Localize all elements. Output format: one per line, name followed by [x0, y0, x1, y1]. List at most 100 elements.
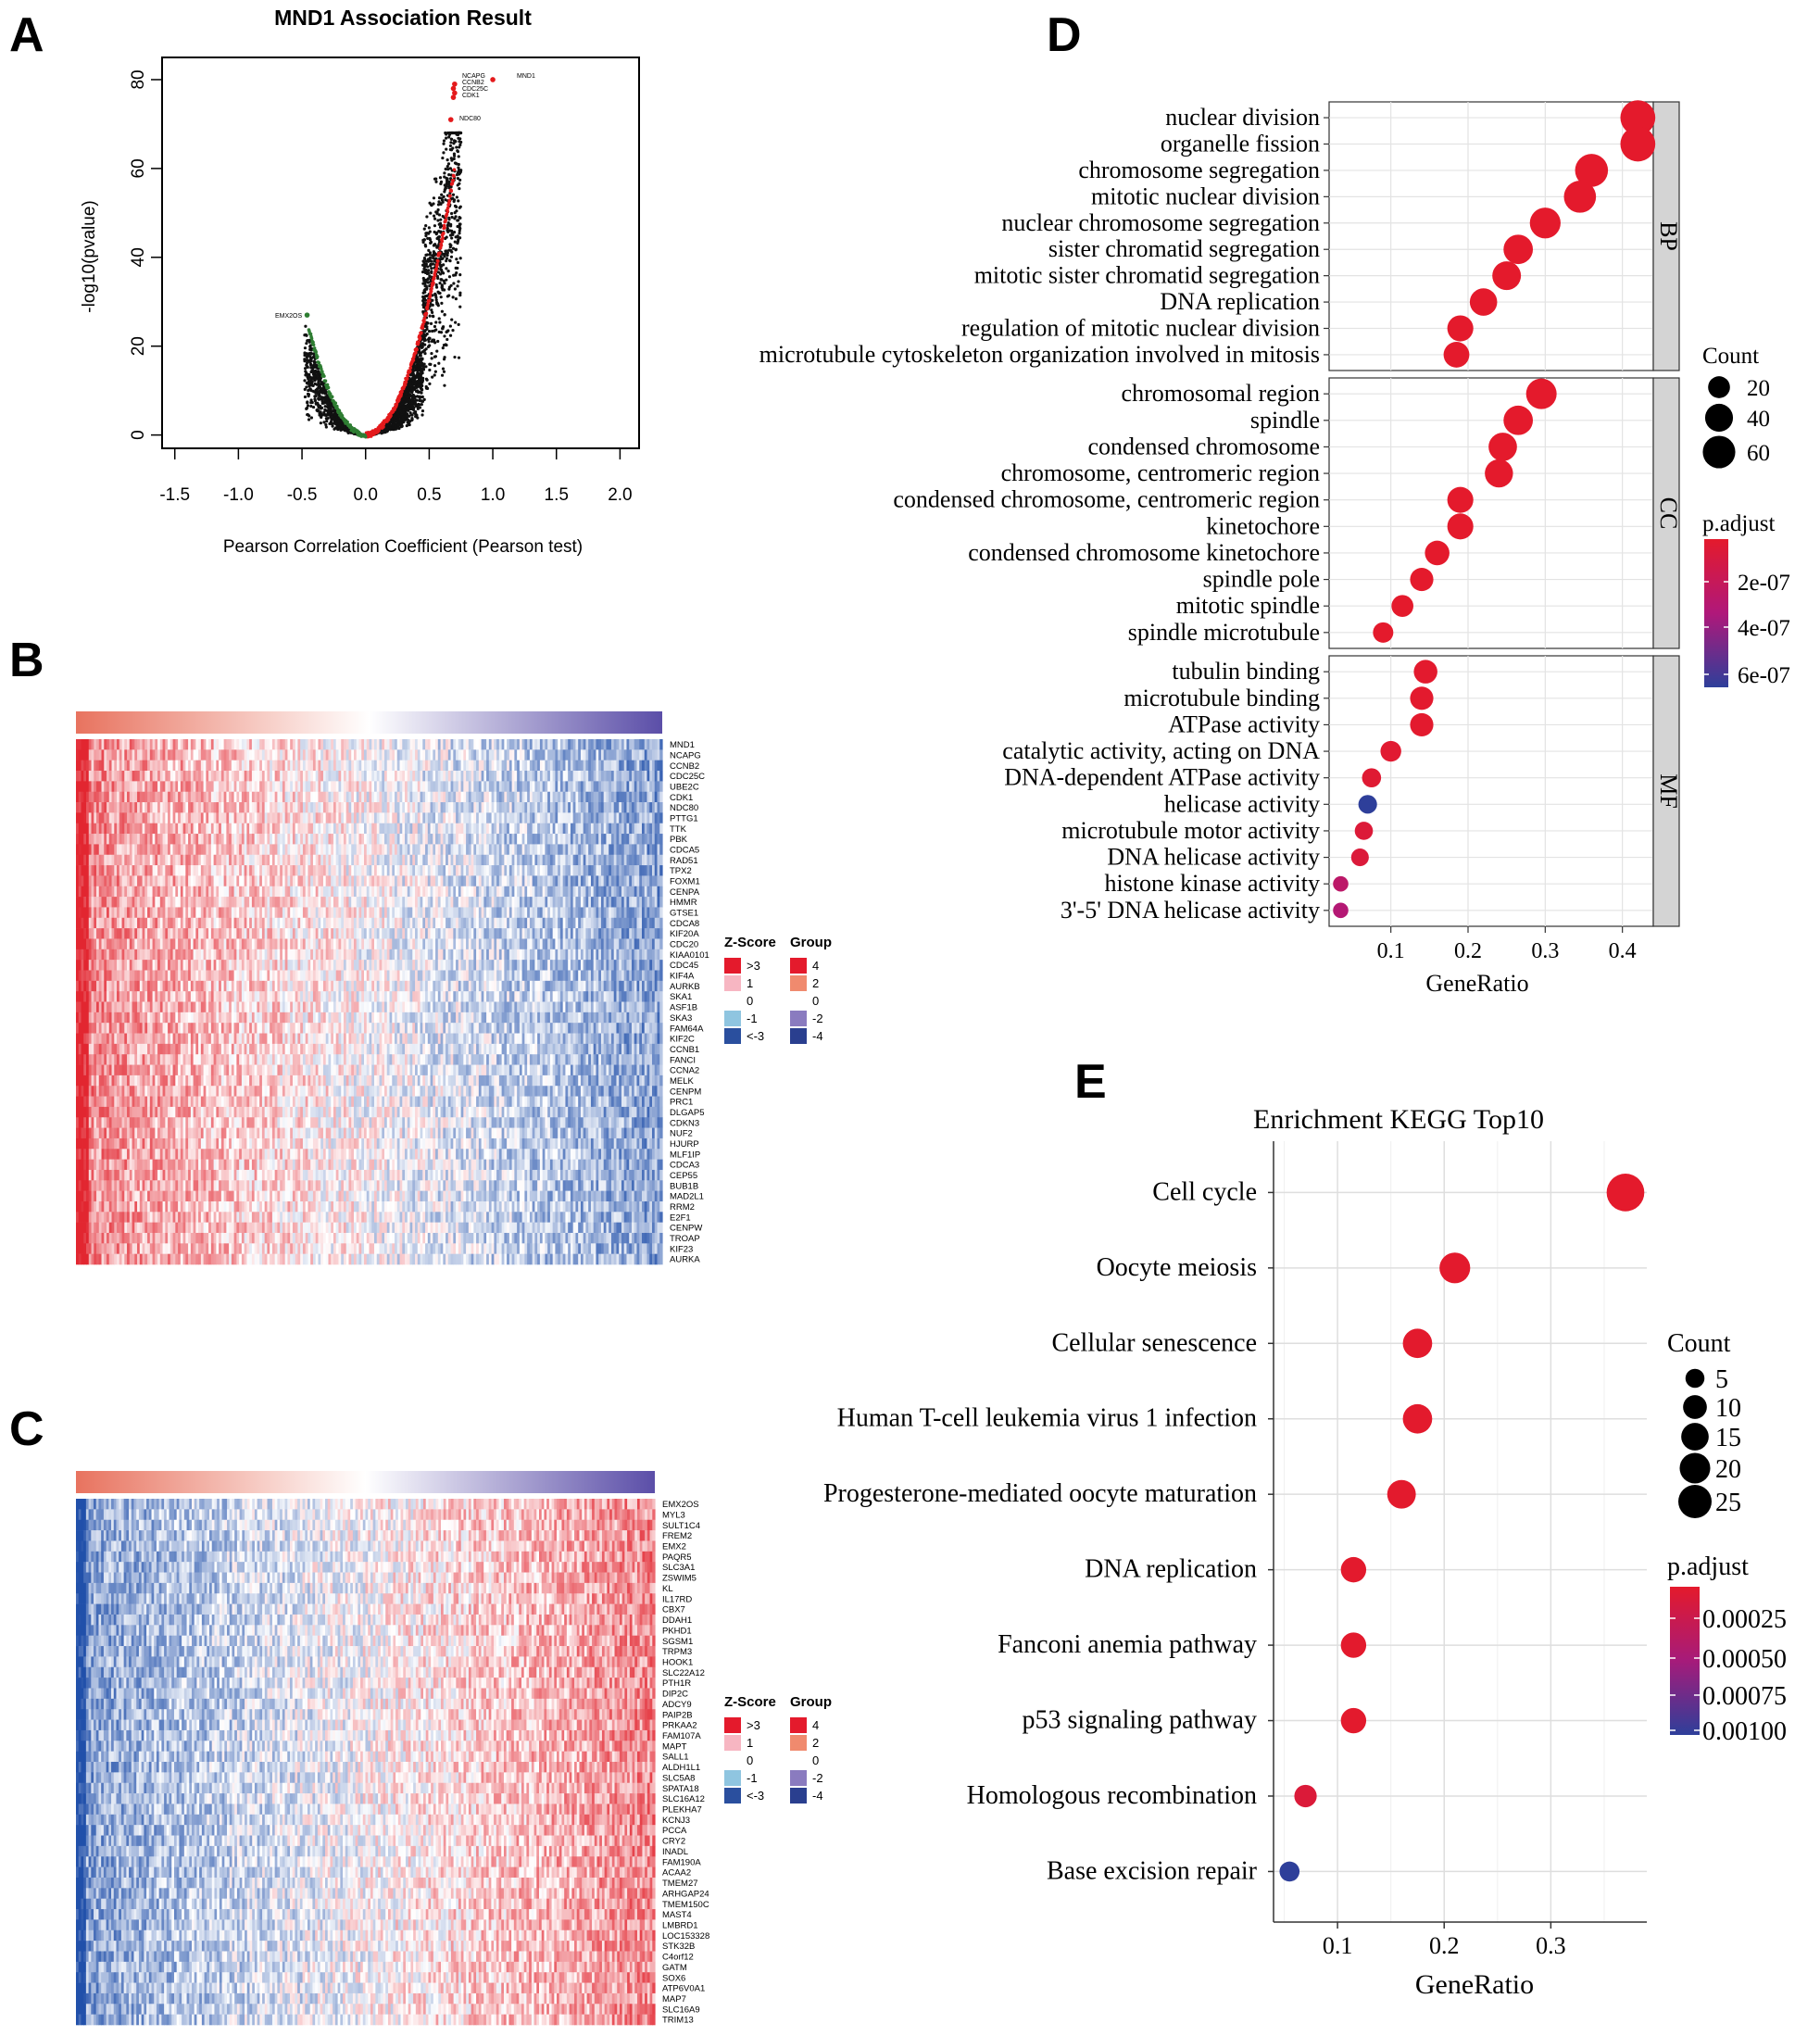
panel-a-point — [423, 284, 427, 288]
panel-a-point — [427, 269, 431, 272]
panel-a-point-positive — [406, 373, 410, 378]
panel-a-point — [417, 364, 421, 368]
panel-a-point — [450, 318, 454, 321]
panel-a-xtick-label: -1.0 — [223, 485, 254, 505]
panel-a-point — [320, 396, 324, 399]
panel-a-point — [420, 344, 424, 347]
panel-a-point — [456, 266, 459, 270]
panel-a-point-positive — [411, 358, 416, 362]
panel-a-point — [432, 202, 435, 206]
panel-a-xtick-label: 1.0 — [481, 485, 505, 505]
panel-a-point — [314, 394, 318, 398]
gene-label-ncapg: NCAPG — [462, 73, 485, 80]
panel-a-point — [426, 337, 431, 342]
panel-a-point — [308, 344, 312, 347]
panel-a-point — [309, 404, 313, 408]
panel-a-point — [440, 301, 444, 305]
panel-a-point — [453, 211, 457, 215]
panel-a-point — [313, 397, 317, 401]
panel-a-point — [449, 211, 454, 216]
panel-a-point — [394, 427, 397, 431]
panel-a-point-positive — [408, 366, 413, 370]
panel-a-point — [458, 273, 462, 277]
panel-a-point — [456, 260, 460, 265]
panel-b-correlation-bar — [76, 711, 662, 734]
panel-a-point — [426, 271, 431, 275]
panel-a-point — [427, 232, 431, 235]
panel-a-point — [458, 143, 462, 146]
panel-a-point — [325, 420, 329, 423]
panel-a-point — [420, 362, 424, 366]
panel-a-point — [398, 419, 402, 422]
gene-label-ccnb2: CCNB2 — [462, 80, 484, 86]
panel-a-point — [449, 148, 454, 152]
panel-a-point — [333, 409, 337, 414]
panel-a-point — [424, 224, 428, 228]
panel-a-point — [422, 303, 426, 308]
panel-a-point — [458, 224, 461, 228]
panel-a-point-positive — [403, 383, 408, 387]
panel-a-ytick-label: 40 — [129, 247, 148, 267]
panel-a-point — [436, 207, 440, 212]
panel-a-point — [312, 390, 316, 394]
panel-a-point — [442, 271, 446, 275]
panel-a-point — [322, 390, 326, 394]
panel-a-point — [453, 287, 457, 291]
panel-a-point-negative — [327, 390, 331, 394]
panel-a-point — [424, 253, 428, 258]
panel-a-point-positive — [382, 425, 385, 429]
panel-a-point — [454, 297, 458, 301]
panel-a-point — [441, 252, 446, 256]
panel-a-point — [435, 231, 439, 234]
panel-a-point — [307, 418, 311, 421]
panel-a-point-positive — [449, 189, 454, 193]
panel-a-point — [452, 152, 457, 156]
panel-a-point — [423, 243, 427, 247]
panel-a-point — [441, 327, 445, 331]
panel-a-point — [451, 295, 455, 299]
panel-a-point — [398, 403, 402, 408]
panel-a-point — [432, 196, 436, 200]
panel-a-point-positive — [417, 340, 420, 345]
panel-a-point — [433, 364, 437, 368]
panel-a-point — [451, 246, 456, 250]
panel-a-point — [420, 382, 423, 385]
panel-a-point — [434, 298, 438, 302]
panel-a-point — [309, 358, 313, 363]
panel-a-point — [429, 211, 433, 215]
panel-a-point — [420, 395, 424, 399]
panel-a-point — [458, 168, 461, 171]
panel-a-ytick-label: 80 — [129, 69, 148, 89]
panel-a-point — [433, 355, 437, 358]
gene-label-cdc25c: CDC25C — [462, 86, 488, 93]
panel-a-point — [312, 359, 316, 363]
panel-a-point — [418, 406, 422, 409]
panel-a-point — [452, 282, 456, 285]
panel-a-point — [456, 284, 459, 288]
panel-a-point — [430, 357, 433, 360]
panel-a-point — [402, 397, 406, 401]
panel-a-point — [428, 368, 432, 372]
panel-a-point-positive — [447, 198, 452, 203]
panel-a-point — [333, 427, 336, 431]
panel-a-point — [445, 235, 448, 239]
panel-a-point — [320, 381, 324, 384]
panel-a-point — [450, 137, 454, 141]
panel-a-point — [407, 414, 411, 418]
panel-a-point — [426, 265, 430, 269]
panel-a-point — [432, 214, 436, 218]
panel-a-point — [420, 379, 424, 383]
panel-a-point — [446, 295, 450, 298]
panel-a-point — [417, 376, 420, 380]
panel-a-point — [318, 395, 321, 398]
panel-a-point — [309, 416, 314, 420]
panel-a-point — [309, 346, 313, 350]
panel-a-point — [413, 383, 417, 386]
panel-a-point — [438, 320, 442, 324]
gene-label-cdk1: CDK1 — [462, 93, 480, 99]
panel-a-point — [428, 344, 432, 347]
panel-a-point — [330, 418, 333, 421]
panel-a-point — [446, 270, 450, 273]
panel-a-point — [418, 403, 421, 407]
panel-a-point-negative — [317, 364, 321, 369]
